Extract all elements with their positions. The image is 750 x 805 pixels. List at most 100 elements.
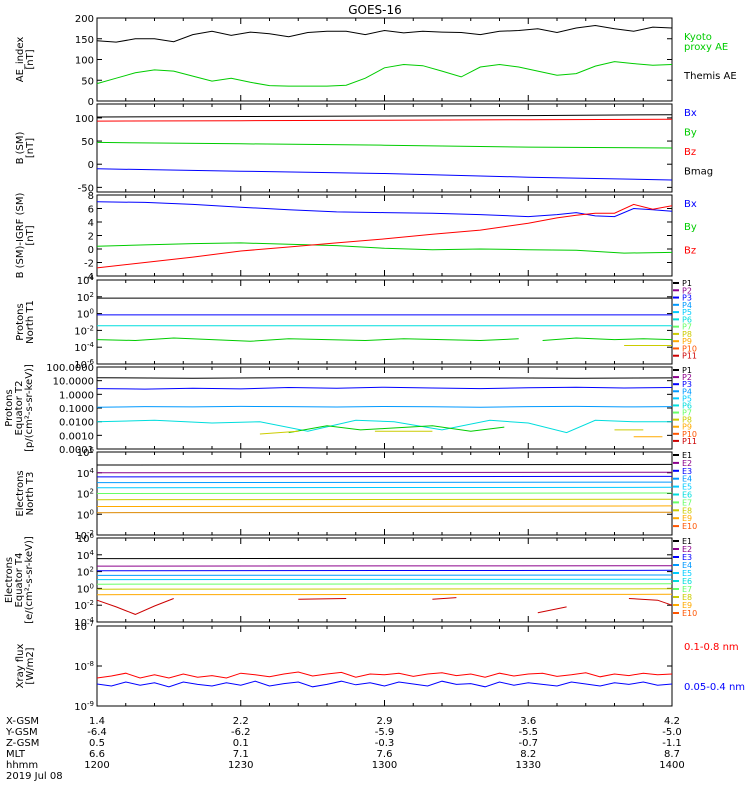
channel-marker <box>673 470 679 472</box>
y-axis-label: [W/m2] <box>25 647 36 684</box>
ephemeris-row-label: Z-GSM <box>6 738 39 749</box>
channel-marker <box>673 347 679 349</box>
ephemeris-row-label: hhmm <box>6 760 38 771</box>
y-tick-label: 200 <box>75 14 94 25</box>
channel-marker <box>673 376 679 378</box>
channel-marker <box>673 412 679 414</box>
channel-marker <box>673 340 679 342</box>
channel-marker <box>673 289 679 291</box>
channel-marker <box>673 509 679 511</box>
ephemeris-value: 8.7 <box>664 749 680 760</box>
series-line-e4 <box>97 482 672 483</box>
ephemeris-value: -5.0 <box>662 727 682 738</box>
y-axis-label: [nT] <box>25 49 36 69</box>
y-tick-label: -2 <box>84 259 94 270</box>
legend-entry: Bx <box>684 108 697 119</box>
channel-marker <box>673 494 679 496</box>
ephemeris-row-label: X-GSM <box>6 716 39 727</box>
ephemeris-value: 1230 <box>228 760 253 771</box>
ephemeris-value: 7.6 <box>377 749 393 760</box>
y-axis-label: North T1 <box>25 300 36 344</box>
series-line-bz <box>97 119 672 121</box>
ephemeris-value: 2.2 <box>233 716 249 727</box>
series-line-p6 <box>97 338 519 341</box>
y-tick-label: 102 <box>77 488 94 501</box>
series-line-p8 <box>260 431 298 434</box>
y-tick-label: 10-9 <box>74 700 94 713</box>
y-axis-label: [e/(cm²-s-sr-keV)] <box>24 536 35 624</box>
series-line-e3 <box>97 476 672 477</box>
ephemeris-value: 1200 <box>84 760 109 771</box>
channel-marker <box>673 478 679 480</box>
y-tick-label: 4 <box>88 218 94 229</box>
ephemeris-value: 1400 <box>659 760 684 771</box>
y-tick-label: 106 <box>77 532 95 545</box>
series-line-e8 <box>97 506 672 507</box>
series-line-bz <box>97 204 672 268</box>
channel-marker <box>673 588 679 590</box>
channel-marker <box>673 517 679 519</box>
y-tick-label: 2 <box>88 232 94 243</box>
ephemeris-value: 8.2 <box>520 749 536 760</box>
ephemeris-value: -6.2 <box>231 727 251 738</box>
channel-marker <box>673 596 679 598</box>
date-label: 2019 Jul 08 <box>6 771 63 782</box>
channel-marker <box>673 612 679 614</box>
y-tick-label: 104 <box>77 274 95 287</box>
y-tick-label: 106 <box>77 446 95 459</box>
y-tick-label: 0 <box>88 160 94 171</box>
channel-label: P11 <box>682 352 697 361</box>
channel-marker <box>673 525 679 527</box>
legend-entry: By <box>684 128 697 139</box>
channel-marker <box>673 604 679 606</box>
y-tick-label: 150 <box>75 35 94 46</box>
channel-marker <box>673 486 679 488</box>
ephemeris-value: -0.3 <box>375 738 395 749</box>
series-line-e2 <box>97 472 672 473</box>
y-tick-label: 10-2 <box>74 599 94 612</box>
channel-marker <box>673 397 679 399</box>
y-tick-label: 0.0010 <box>59 431 94 442</box>
ephemeris-value: -0.7 <box>518 738 538 749</box>
channel-marker <box>673 501 679 503</box>
panel-frame <box>97 367 672 449</box>
y-tick-label: 50 <box>81 137 94 148</box>
series-line-by <box>97 142 672 148</box>
series-line-e1 <box>97 464 672 465</box>
panel-xray <box>97 626 672 706</box>
ephemeris-value: 1330 <box>516 760 541 771</box>
ephemeris-value: 0.5 <box>89 738 105 749</box>
channel-marker <box>673 556 679 558</box>
y-tick-label: 102 <box>77 291 94 304</box>
y-tick-label: 6 <box>88 205 94 216</box>
channel-marker <box>673 462 679 464</box>
channel-marker <box>673 580 679 582</box>
series-line-p6b <box>543 338 672 341</box>
panel-bsm <box>97 104 672 192</box>
channel-label: P11 <box>682 437 697 446</box>
y-tick-label: 100.0000 <box>46 363 94 374</box>
series-line-0-1-0-8-nm <box>97 672 672 678</box>
y-tick-label: 100 <box>77 308 94 321</box>
ephemeris-row-label: MLT <box>6 749 26 760</box>
chart-title: GOES-16 <box>348 3 402 17</box>
y-tick-label: 0.0100 <box>59 418 94 429</box>
legend-entry: Bx <box>684 199 697 210</box>
channel-label: E10 <box>682 609 697 618</box>
y-tick-label: 10.0000 <box>53 377 94 388</box>
ephemeris-value: 0.1 <box>233 738 249 749</box>
legend-entry: Bz <box>684 147 696 158</box>
y-tick-label: 1.0000 <box>59 390 94 401</box>
channel-marker <box>673 433 679 435</box>
series-line-e9d <box>538 607 567 613</box>
panel-eeqt4 <box>97 538 679 622</box>
channel-marker <box>673 404 679 406</box>
y-tick-label: 10-7 <box>74 620 94 633</box>
series-line-p1 <box>97 378 672 379</box>
series-line-by <box>97 243 672 253</box>
panel-bigrf <box>97 195 672 276</box>
channel-marker <box>673 282 679 284</box>
series-line-e3 <box>97 570 672 571</box>
channel-marker <box>673 540 679 542</box>
